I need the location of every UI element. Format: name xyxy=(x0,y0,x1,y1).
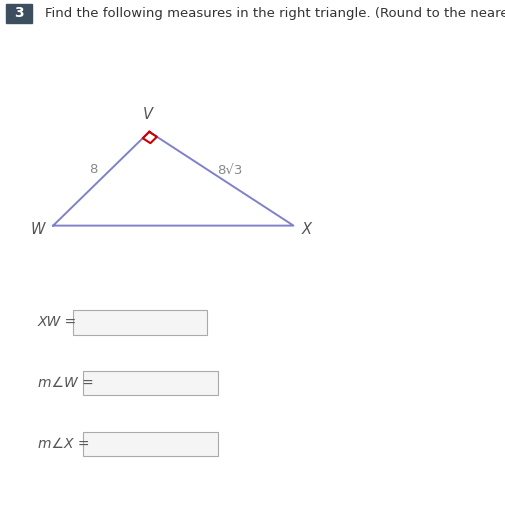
Text: m∠X =: m∠X = xyxy=(38,437,89,451)
FancyBboxPatch shape xyxy=(83,371,217,395)
FancyBboxPatch shape xyxy=(83,432,217,456)
Text: Find the following measures in the right triangle. (Round to the nearest tenth).: Find the following measures in the right… xyxy=(44,7,505,20)
Text: m∠W =: m∠W = xyxy=(38,376,93,390)
Text: V: V xyxy=(142,106,153,122)
FancyBboxPatch shape xyxy=(6,4,32,23)
Text: 8√3: 8√3 xyxy=(217,163,242,176)
Text: 8: 8 xyxy=(89,163,97,176)
Text: 3: 3 xyxy=(14,6,24,20)
FancyBboxPatch shape xyxy=(73,310,207,335)
Text: X: X xyxy=(300,222,311,237)
Text: W: W xyxy=(31,222,45,237)
Text: XW =: XW = xyxy=(38,315,77,329)
